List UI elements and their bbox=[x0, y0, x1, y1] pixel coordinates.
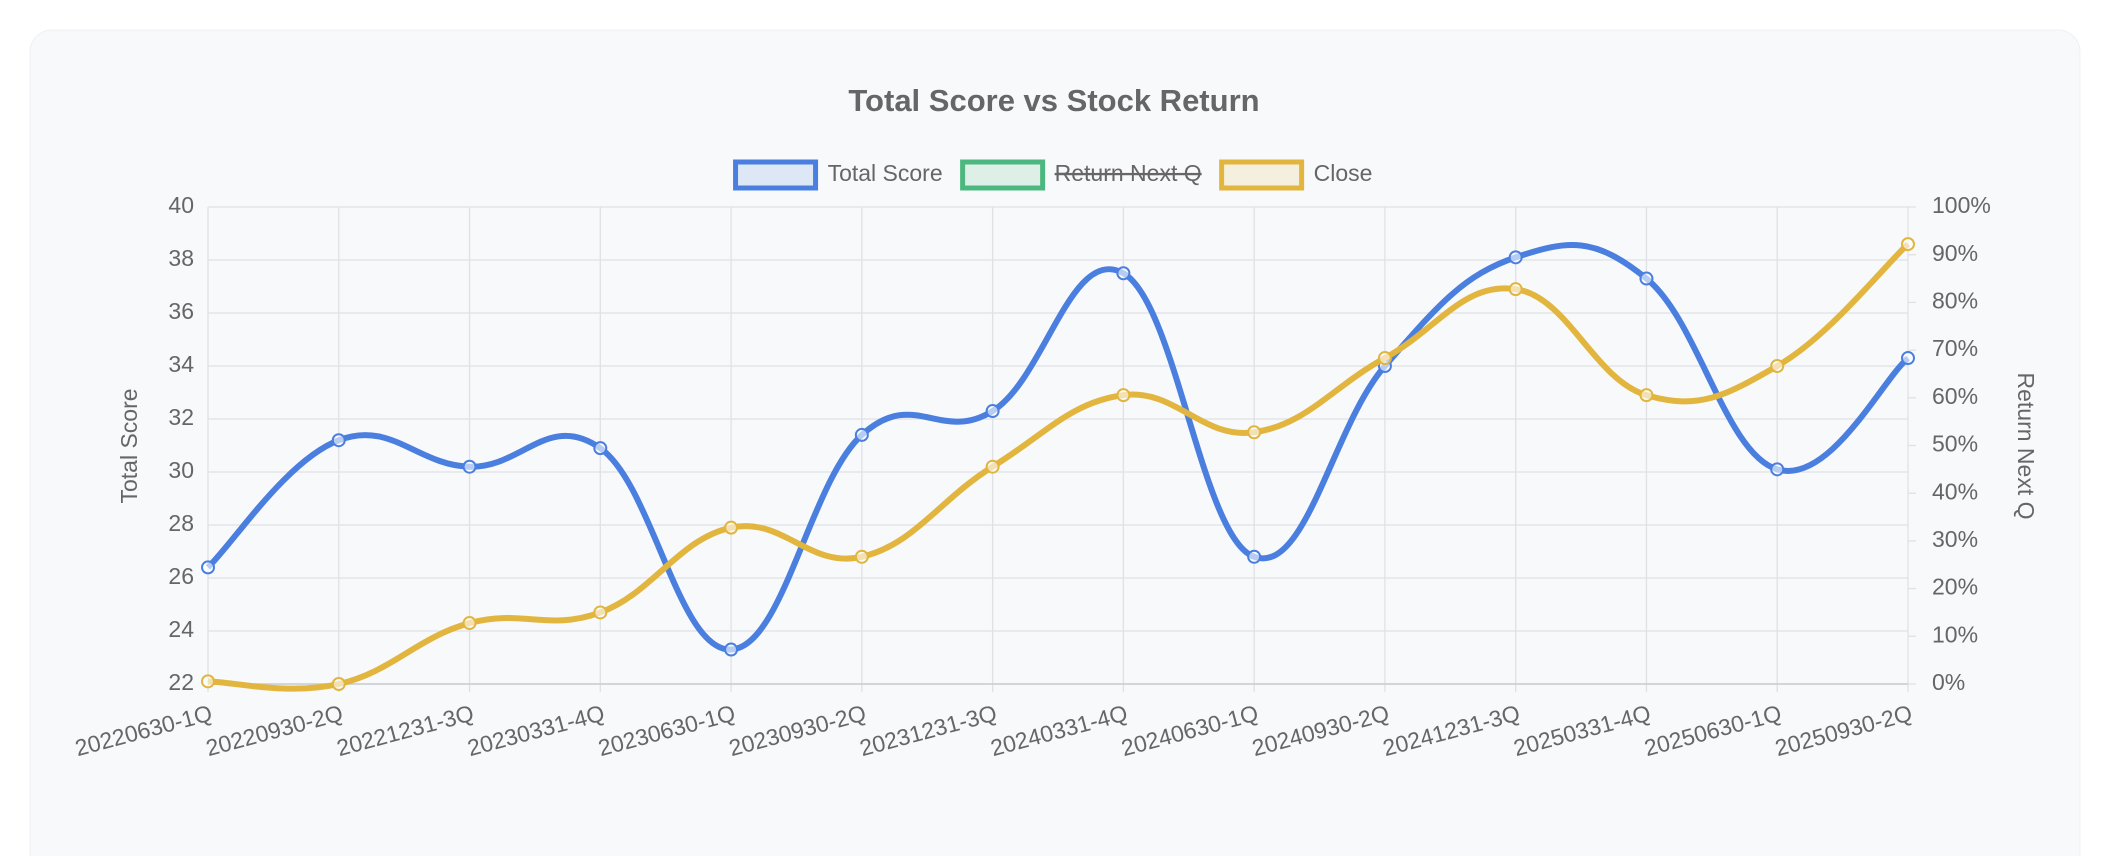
data-point bbox=[1508, 250, 1523, 265]
y-tick-label: 32 bbox=[168, 404, 194, 430]
data-point bbox=[854, 427, 869, 442]
data-point bbox=[1116, 388, 1131, 403]
data-point bbox=[1770, 359, 1785, 373]
y2-axis-label: Return Next Q bbox=[2013, 373, 2039, 520]
data-point bbox=[1770, 462, 1785, 477]
data-point bbox=[201, 674, 215, 689]
y-tick-label: 34 bbox=[168, 351, 194, 377]
y2-tick-label: 10% bbox=[1932, 621, 1978, 647]
y2-tick-label: 0% bbox=[1932, 669, 1965, 695]
data-point bbox=[1116, 266, 1131, 281]
legend-label[interactable]: Total Score bbox=[828, 160, 943, 186]
data-point bbox=[331, 677, 346, 691]
y2-tick-label: 60% bbox=[1932, 383, 1978, 409]
y-tick-label: 38 bbox=[168, 245, 194, 271]
data-point bbox=[201, 560, 215, 575]
data-point bbox=[1901, 237, 1915, 252]
data-point bbox=[1377, 351, 1392, 366]
legend-swatch[interactable] bbox=[1219, 159, 1305, 191]
data-point bbox=[1639, 271, 1654, 286]
series-line bbox=[207, 241, 1911, 692]
y-tick-label: 22 bbox=[168, 669, 194, 695]
y2-tick-label: 20% bbox=[1932, 574, 1978, 600]
data-point bbox=[462, 459, 477, 474]
card bbox=[29, 29, 2081, 856]
data-point bbox=[331, 433, 346, 448]
series-line bbox=[205, 242, 1911, 653]
data-point bbox=[1639, 388, 1654, 403]
y-tick-label: 24 bbox=[168, 616, 194, 642]
data-point bbox=[462, 616, 477, 631]
y-tick-label: 28 bbox=[168, 510, 194, 536]
data-point bbox=[724, 642, 739, 657]
data-point bbox=[724, 520, 739, 535]
y-axis-label: Total Score bbox=[116, 388, 142, 503]
data-point bbox=[1901, 351, 1915, 366]
y2-tick-label: 90% bbox=[1932, 240, 1978, 266]
y-tick-label: 36 bbox=[168, 298, 194, 324]
y2-tick-label: 70% bbox=[1932, 335, 1978, 361]
y-tick-label: 26 bbox=[168, 563, 194, 589]
chart-title: Total Score vs Stock Return bbox=[848, 83, 1259, 118]
y-tick-label: 30 bbox=[168, 457, 194, 483]
data-point bbox=[985, 404, 1000, 419]
data-point bbox=[1508, 282, 1523, 297]
data-point bbox=[593, 605, 608, 620]
data-point bbox=[1247, 549, 1262, 564]
y-tick-label: 40 bbox=[168, 192, 194, 218]
y2-tick-label: 30% bbox=[1932, 526, 1978, 552]
y2-tick-label: 100% bbox=[1932, 192, 1991, 218]
legend-swatch[interactable] bbox=[733, 159, 819, 191]
data-point bbox=[1247, 425, 1262, 440]
legend-swatch[interactable] bbox=[960, 159, 1046, 191]
data-point bbox=[854, 549, 869, 564]
legend-label[interactable]: Return Next Q bbox=[1055, 160, 1202, 186]
y2-tick-label: 80% bbox=[1932, 287, 1978, 313]
legend-label[interactable]: Close bbox=[1314, 160, 1373, 186]
y2-tick-label: 40% bbox=[1932, 478, 1978, 504]
data-point bbox=[593, 441, 608, 456]
data-point bbox=[985, 459, 1000, 474]
y2-tick-label: 50% bbox=[1932, 431, 1978, 457]
